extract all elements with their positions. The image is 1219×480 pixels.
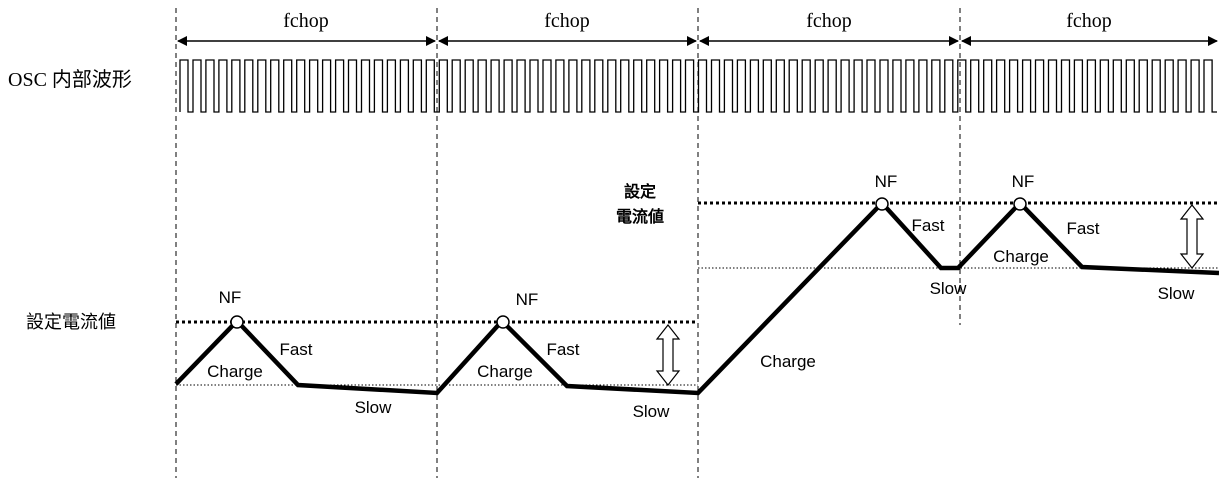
charge-label: Charge [760,352,816,371]
double-arrow [655,324,681,386]
nf-label: NF [875,172,898,191]
fchop-label: fchop [544,10,590,32]
charge-label: Charge [207,362,263,381]
period-boundaries [175,8,961,478]
nf-labels: NF NF NF NF [219,172,1035,309]
nf-circle [1013,197,1027,211]
nf-markers [230,197,1027,329]
charge-labels: Charge Charge Charge Charge [207,247,1049,381]
set-current-label-right-line2: 電流値 [616,207,664,226]
nf-circle [496,315,510,329]
fast-labels: Fast Fast Fast Fast [279,216,1099,359]
fchop-labels: fchop fchop fchop fchop [283,10,1112,32]
nf-label: NF [1012,172,1035,191]
fast-label: Fast [546,340,579,359]
set-current-label-left: 設定電流値 [26,312,116,333]
nf-circle [230,315,244,329]
nf-label: NF [516,290,539,309]
slow-label: Slow [930,279,968,298]
fchop-label: fchop [806,10,852,32]
osc-waveform [179,59,1217,113]
osc-label: OSC 内部波形 [8,68,132,91]
nf-label: NF [219,288,242,307]
double-arrow [1179,204,1205,269]
nf-circle [875,197,889,211]
hollow-double-arrows [655,204,1205,386]
set-current-label-right-line1: 設定 [624,182,656,201]
fast-label: Fast [911,216,944,235]
slow-label: Slow [355,398,393,417]
charge-label: Charge [993,247,1049,266]
fchop-label: fchop [283,10,329,32]
slow-labels: Slow Slow Slow Slow [355,279,1196,421]
charge-label: Charge [477,362,533,381]
slow-label: Slow [633,402,671,421]
fast-label: Fast [279,340,312,359]
fchop-label: fchop [1066,10,1112,32]
slow-label: Slow [1158,284,1196,303]
set-current-lines [176,201,1219,324]
fast-label: Fast [1066,219,1099,238]
